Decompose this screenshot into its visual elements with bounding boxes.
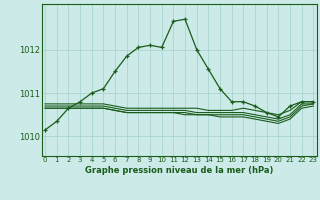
X-axis label: Graphe pression niveau de la mer (hPa): Graphe pression niveau de la mer (hPa) — [85, 166, 273, 175]
